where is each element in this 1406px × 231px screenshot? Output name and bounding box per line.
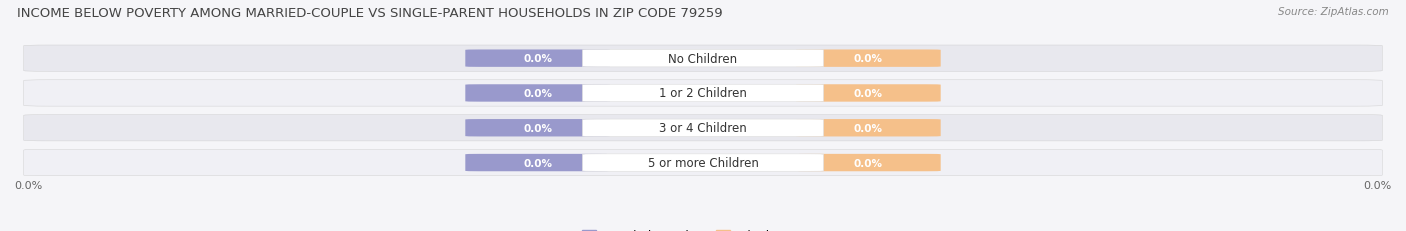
Text: 0.0%: 0.0% xyxy=(853,158,883,168)
FancyBboxPatch shape xyxy=(24,150,1382,176)
FancyBboxPatch shape xyxy=(582,50,824,68)
FancyBboxPatch shape xyxy=(465,50,610,68)
Text: 0.0%: 0.0% xyxy=(523,88,553,99)
Text: INCOME BELOW POVERTY AMONG MARRIED-COUPLE VS SINGLE-PARENT HOUSEHOLDS IN ZIP COD: INCOME BELOW POVERTY AMONG MARRIED-COUPL… xyxy=(17,7,723,20)
Text: 0.0%: 0.0% xyxy=(523,158,553,168)
FancyBboxPatch shape xyxy=(796,120,941,137)
FancyBboxPatch shape xyxy=(24,46,1382,72)
Text: Source: ZipAtlas.com: Source: ZipAtlas.com xyxy=(1278,7,1389,17)
Text: 0.0%: 0.0% xyxy=(853,88,883,99)
FancyBboxPatch shape xyxy=(24,80,1382,107)
Text: 0.0%: 0.0% xyxy=(853,54,883,64)
Legend: Married Couples, Single Parents: Married Couples, Single Parents xyxy=(578,224,828,231)
Text: 5 or more Children: 5 or more Children xyxy=(648,156,758,169)
FancyBboxPatch shape xyxy=(465,85,610,102)
Text: No Children: No Children xyxy=(668,52,738,65)
FancyBboxPatch shape xyxy=(796,154,941,171)
Text: 0.0%: 0.0% xyxy=(1364,180,1392,190)
Text: 3 or 4 Children: 3 or 4 Children xyxy=(659,122,747,135)
Text: 0.0%: 0.0% xyxy=(523,123,553,133)
FancyBboxPatch shape xyxy=(24,115,1382,141)
FancyBboxPatch shape xyxy=(465,120,610,137)
FancyBboxPatch shape xyxy=(796,50,941,68)
Text: 1 or 2 Children: 1 or 2 Children xyxy=(659,87,747,100)
Text: 0.0%: 0.0% xyxy=(523,54,553,64)
FancyBboxPatch shape xyxy=(796,85,941,102)
Text: 0.0%: 0.0% xyxy=(14,180,42,190)
Text: 0.0%: 0.0% xyxy=(853,123,883,133)
FancyBboxPatch shape xyxy=(465,154,610,171)
FancyBboxPatch shape xyxy=(582,120,824,137)
FancyBboxPatch shape xyxy=(582,85,824,102)
FancyBboxPatch shape xyxy=(582,154,824,171)
